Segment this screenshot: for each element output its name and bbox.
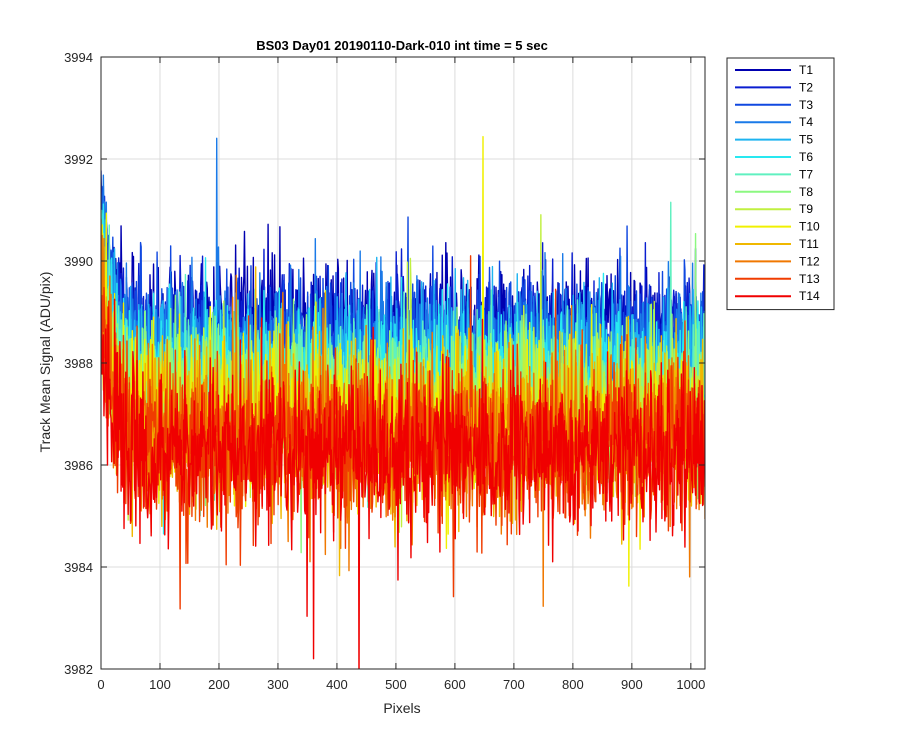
legend-entry: T13: [735, 272, 820, 286]
legend-label: T3: [799, 98, 813, 112]
legend-label: T11: [799, 237, 819, 251]
legend-entry: T8: [735, 185, 813, 199]
legend-entry: T6: [735, 150, 813, 164]
chart-title: BS03 Day01 20190110-Dark-010 int time = …: [256, 38, 548, 53]
legend-label: T8: [799, 185, 813, 199]
legend-label: T14: [799, 289, 820, 303]
legend-entry: T14: [735, 289, 820, 303]
y-axis-ticks: 3982 3984 3986 3988 3990 3992 3994: [64, 50, 705, 677]
legend-entry: T12: [735, 254, 820, 268]
y-tick-label: 3988: [64, 356, 93, 371]
legend-entry: T3: [735, 98, 813, 112]
x-tick-label: 700: [503, 677, 525, 692]
y-tick-label: 3994: [64, 50, 93, 65]
x-axis-label: Pixels: [383, 700, 420, 716]
y-tick-label: 3992: [64, 152, 93, 167]
x-tick-label: 1000: [676, 677, 705, 692]
legend-entry: T7: [735, 167, 813, 181]
legend-box: [726, 57, 835, 311]
y-tick-label: 3982: [64, 662, 93, 677]
y-tick-label: 3984: [64, 560, 93, 575]
plot-area: 0 100 200 300 400 500 600 700 800 900 1000 3982398…: [64, 50, 706, 692]
x-tick-label: 400: [326, 677, 348, 692]
legend-entry: T4: [735, 115, 813, 129]
x-axis-ticks: 0 100 200 300 400 500 600 700 800 900 1000: [97, 57, 705, 692]
legend-label: T4: [799, 115, 813, 129]
legend-entry: T10: [735, 220, 820, 234]
x-tick-label: 900: [621, 677, 643, 692]
y-tick-label: 3986: [64, 458, 93, 473]
legend-label: T13: [799, 272, 820, 286]
x-tick-label: 500: [385, 677, 407, 692]
legend-entry: T11: [735, 237, 819, 251]
x-tick-label: 300: [267, 677, 289, 692]
x-tick-label: 600: [444, 677, 466, 692]
legend-label: T2: [799, 80, 813, 94]
legend-label: T5: [799, 133, 813, 147]
x-tick-label: 100: [149, 677, 171, 692]
legend-entry: T9: [735, 202, 813, 216]
legend-label: T1: [799, 63, 813, 77]
y-tick-label: 3990: [64, 254, 93, 269]
legend-entry: T5: [735, 133, 813, 147]
legend-label: T12: [799, 254, 820, 268]
x-tick-label: 800: [562, 677, 584, 692]
x-tick-label: 0: [97, 677, 104, 692]
legend: T1 T2 T3 T4 T5 T6 T7 T8 T9 T10 T11 T12 T13 T14: [726, 57, 835, 311]
y-axis-label: Track Mean Signal (ADU/pix): [37, 272, 53, 453]
legend-label: T6: [799, 150, 813, 164]
legend-label: T7: [799, 167, 813, 181]
series-line-T14: [101, 294, 705, 669]
x-tick-label: 200: [208, 677, 230, 692]
legend-entry: T1: [735, 63, 813, 77]
legend-label: T10: [799, 220, 820, 234]
legend-entry: T2: [735, 80, 813, 94]
series-lines: [101, 135, 705, 669]
legend-label: T9: [799, 202, 813, 216]
